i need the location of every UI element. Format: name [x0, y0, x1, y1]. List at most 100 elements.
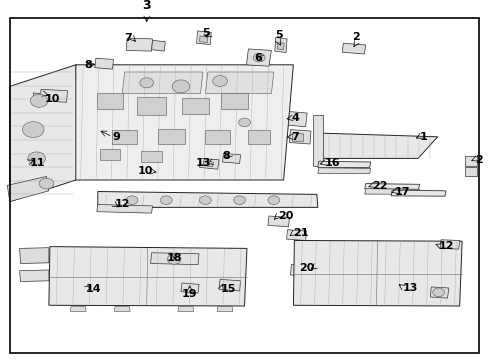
Text: 1: 1: [419, 132, 427, 142]
Text: 22: 22: [371, 181, 386, 191]
Circle shape: [212, 76, 227, 86]
Polygon shape: [289, 130, 310, 144]
Polygon shape: [312, 115, 322, 166]
Bar: [96, 93, 123, 109]
Polygon shape: [439, 240, 459, 249]
Text: 21: 21: [293, 228, 308, 238]
Text: 10: 10: [45, 94, 60, 104]
Polygon shape: [68, 65, 293, 180]
Polygon shape: [181, 283, 199, 293]
Polygon shape: [126, 38, 152, 51]
Polygon shape: [205, 72, 273, 94]
Circle shape: [233, 196, 245, 204]
Text: 15: 15: [221, 284, 236, 294]
Polygon shape: [217, 307, 232, 311]
Polygon shape: [317, 161, 370, 167]
Circle shape: [28, 152, 45, 165]
Polygon shape: [199, 36, 207, 42]
Polygon shape: [267, 216, 289, 227]
Bar: [248, 130, 270, 144]
Polygon shape: [317, 168, 370, 174]
Polygon shape: [246, 49, 271, 66]
Circle shape: [172, 80, 189, 93]
Text: 11: 11: [29, 158, 45, 168]
Polygon shape: [178, 307, 193, 311]
Circle shape: [167, 254, 181, 264]
Bar: [221, 93, 247, 109]
Polygon shape: [390, 190, 445, 196]
Bar: [205, 130, 229, 144]
Polygon shape: [10, 65, 76, 202]
Polygon shape: [429, 287, 448, 298]
Circle shape: [238, 118, 250, 127]
Polygon shape: [20, 248, 49, 264]
Polygon shape: [49, 247, 246, 306]
Text: 5: 5: [274, 30, 282, 40]
Text: 16: 16: [324, 158, 340, 168]
Polygon shape: [292, 133, 303, 142]
Circle shape: [39, 178, 54, 189]
Polygon shape: [364, 184, 419, 189]
Text: 7: 7: [291, 132, 299, 142]
Text: 12: 12: [438, 241, 454, 251]
Text: 6: 6: [254, 53, 262, 63]
Text: 9: 9: [112, 132, 120, 142]
Text: 10: 10: [137, 166, 152, 176]
Polygon shape: [293, 240, 461, 306]
Text: 8: 8: [222, 150, 229, 161]
Polygon shape: [151, 40, 165, 51]
Polygon shape: [33, 93, 40, 99]
Polygon shape: [464, 156, 476, 166]
Bar: [157, 129, 184, 144]
Polygon shape: [286, 230, 306, 240]
Text: 2: 2: [351, 32, 359, 42]
Text: 13: 13: [196, 158, 211, 168]
Polygon shape: [219, 279, 240, 291]
Polygon shape: [222, 153, 240, 163]
Text: 8: 8: [84, 60, 92, 70]
Polygon shape: [196, 31, 211, 45]
Polygon shape: [40, 89, 67, 102]
Bar: [182, 98, 208, 114]
Circle shape: [432, 288, 444, 297]
Text: 18: 18: [166, 253, 182, 264]
Text: 4: 4: [291, 113, 299, 123]
Polygon shape: [342, 43, 365, 54]
Polygon shape: [98, 192, 317, 207]
Circle shape: [160, 196, 172, 204]
Polygon shape: [20, 270, 49, 282]
Polygon shape: [150, 253, 199, 265]
Circle shape: [253, 53, 264, 62]
Circle shape: [140, 78, 153, 88]
Polygon shape: [274, 37, 286, 53]
Text: 2: 2: [474, 155, 482, 165]
Polygon shape: [199, 158, 219, 169]
Polygon shape: [97, 204, 152, 213]
Polygon shape: [70, 307, 86, 311]
Polygon shape: [7, 176, 49, 202]
Text: 14: 14: [86, 284, 102, 294]
Text: 5: 5: [202, 28, 210, 38]
Polygon shape: [288, 112, 306, 127]
Text: 12: 12: [114, 199, 130, 210]
Circle shape: [22, 122, 44, 138]
Polygon shape: [203, 161, 213, 167]
Circle shape: [126, 196, 138, 204]
Polygon shape: [464, 167, 476, 176]
Text: 20: 20: [277, 211, 292, 221]
Polygon shape: [95, 58, 113, 69]
Bar: [141, 151, 162, 162]
Text: 3: 3: [142, 0, 151, 12]
Text: 19: 19: [182, 289, 197, 300]
Polygon shape: [290, 264, 317, 276]
Circle shape: [30, 94, 48, 107]
Bar: [100, 149, 120, 160]
Polygon shape: [114, 307, 130, 311]
Polygon shape: [277, 42, 284, 50]
Text: 17: 17: [394, 186, 410, 197]
Text: 7: 7: [124, 33, 132, 43]
Text: 13: 13: [402, 283, 417, 293]
Polygon shape: [364, 189, 419, 194]
Polygon shape: [122, 72, 203, 94]
Bar: [112, 130, 137, 144]
